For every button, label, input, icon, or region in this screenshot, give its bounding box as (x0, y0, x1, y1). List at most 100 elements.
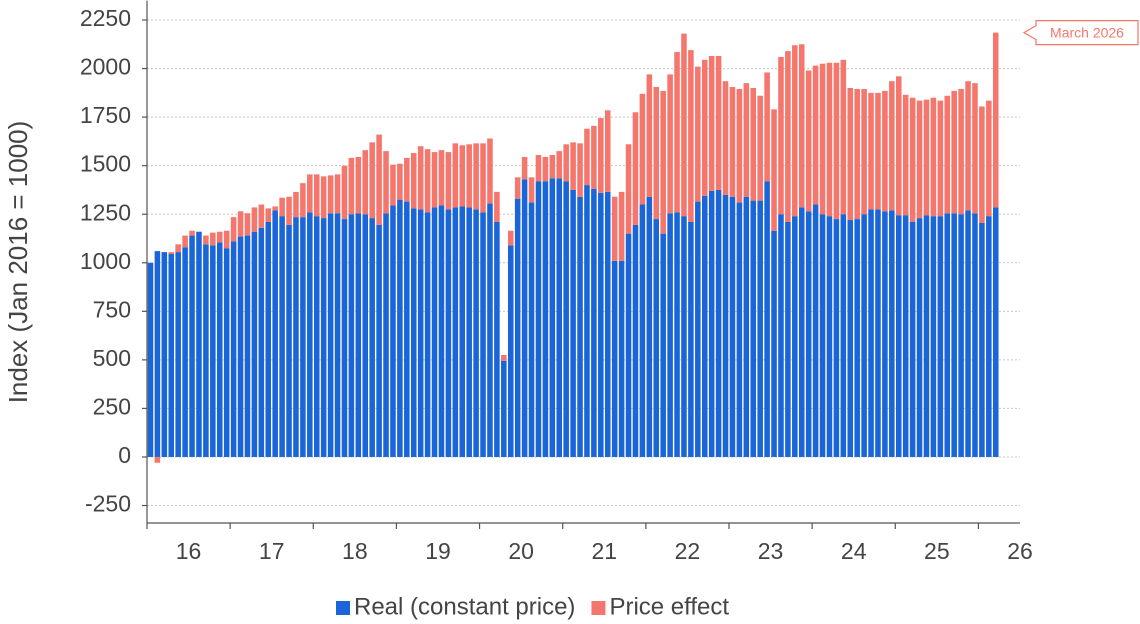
bar-segment (286, 224, 292, 457)
bar-segment (175, 244, 181, 253)
bar-segment (258, 227, 265, 457)
bar-segment (542, 181, 549, 457)
bar-segment (923, 99, 930, 216)
bar-segment (591, 188, 597, 457)
bar-segment (618, 191, 625, 261)
bar-segment (494, 221, 500, 457)
bar-segment (327, 175, 334, 214)
bar-segment (521, 179, 528, 457)
bar-segment (944, 213, 951, 457)
bar-segment (805, 211, 812, 457)
bar-segment (189, 235, 195, 457)
bar-segment (570, 142, 576, 190)
bar-segment (189, 230, 195, 236)
bar-segment (501, 355, 507, 361)
bar-segment (300, 217, 306, 457)
x-tick-label: 26 (1007, 538, 1033, 564)
x-tick-label: 25 (924, 538, 950, 564)
bar-segment (965, 81, 971, 211)
bar-segment (528, 177, 535, 203)
y-axis-label: Index (Jan 2016 = 1000) (3, 121, 33, 404)
bar-segment (840, 214, 847, 457)
bar-segment (653, 219, 660, 457)
bar-segment (424, 212, 431, 457)
bar-segment (445, 209, 452, 457)
bar-segment (812, 65, 819, 205)
bar-segment (168, 254, 175, 457)
bar-segment (424, 149, 431, 213)
bar-segment (785, 221, 791, 457)
bar-segment (404, 157, 410, 202)
bar-segment (404, 201, 410, 457)
bar-segment (293, 191, 299, 218)
bar-segment (369, 142, 375, 219)
bar-segment (736, 202, 743, 457)
bar-segment (473, 143, 479, 210)
bar-segment (549, 154, 556, 179)
x-tick-label: 22 (675, 538, 701, 564)
bar-segment (494, 191, 500, 222)
bar-segment (265, 221, 272, 457)
bar-segment (861, 214, 867, 457)
bar-segment (320, 218, 327, 457)
bar-segment (272, 210, 278, 457)
bar-segment (833, 219, 840, 457)
bar-segment (168, 252, 175, 255)
bar-segment (729, 87, 736, 197)
bar-segment (466, 144, 472, 208)
bar-segment (916, 100, 923, 219)
bar-segment (882, 211, 888, 457)
bar-segment (868, 92, 874, 210)
bar-segment (237, 211, 244, 237)
bar-segment (847, 220, 854, 457)
bar-segment (895, 215, 902, 457)
legend-label: Price effect (609, 593, 729, 620)
bar-segment (445, 152, 452, 210)
x-tick-label: 20 (508, 538, 534, 564)
bar-segment (611, 196, 618, 261)
bar-segment (986, 100, 992, 217)
bar-segment (604, 110, 611, 192)
bar-segment (598, 118, 604, 193)
bar-segment (916, 218, 923, 457)
bar-segment (833, 62, 840, 220)
bar-segment (840, 59, 847, 215)
bar-segment (369, 218, 375, 457)
bar-segment (688, 221, 694, 457)
bar-segment (230, 241, 237, 457)
bar-segment (313, 216, 320, 457)
bar-segment (501, 360, 507, 457)
bar-segment (979, 106, 985, 223)
bar-segment (653, 87, 660, 220)
bar-segment (355, 156, 362, 214)
bar-segment (805, 70, 812, 212)
bar-segment (542, 156, 549, 182)
bar-segment (743, 83, 750, 197)
bar-segment (882, 90, 888, 212)
bar-segment (327, 213, 334, 457)
bar-segment (785, 51, 791, 222)
bar-segment (383, 213, 389, 457)
bar-segment (473, 209, 479, 457)
bar-segment (348, 214, 355, 457)
bar-segment (604, 191, 611, 457)
bar-segment (951, 213, 957, 457)
bar-segment (216, 231, 223, 243)
bar-segment (161, 252, 168, 457)
bar-segment (819, 214, 826, 457)
bar-segment (660, 233, 666, 457)
bar-segment (230, 217, 237, 242)
bar-segment (937, 100, 944, 217)
bar-segment (480, 143, 486, 213)
bar-segment (750, 200, 757, 457)
y-tick-label: 1250 (80, 199, 131, 225)
annotation-text: March 2026 (1050, 24, 1124, 40)
bar-segment (376, 134, 382, 225)
bar-segment (660, 90, 666, 234)
bar-segment (362, 214, 369, 457)
y-tick-label: 0 (118, 442, 131, 468)
bar-segment (556, 151, 563, 179)
bar-segment (695, 201, 701, 457)
bar-segment (861, 88, 867, 215)
bar-segment (771, 230, 777, 457)
